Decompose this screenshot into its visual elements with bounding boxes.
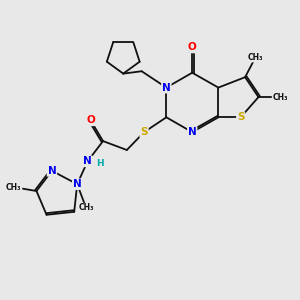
Text: N: N: [83, 156, 92, 166]
Text: N: N: [73, 179, 82, 189]
Text: S: S: [237, 112, 244, 122]
Text: N: N: [47, 166, 56, 176]
Text: N: N: [188, 127, 197, 137]
Text: CH₃: CH₃: [248, 53, 263, 62]
Text: CH₃: CH₃: [78, 203, 94, 212]
Text: N: N: [162, 82, 171, 93]
Text: H: H: [96, 159, 104, 168]
Text: O: O: [86, 115, 95, 125]
Text: CH₃: CH₃: [6, 183, 22, 192]
Text: S: S: [140, 127, 148, 137]
Text: CH₃: CH₃: [272, 93, 288, 102]
Text: O: O: [188, 43, 197, 52]
